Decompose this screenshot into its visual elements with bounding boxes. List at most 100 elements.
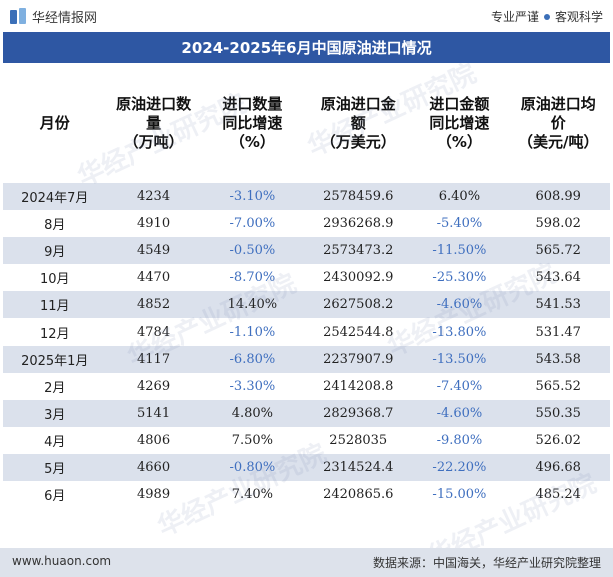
table-cell: 4月 <box>44 434 66 450</box>
column-header-3: 原油进口金 额 （万美元） <box>320 94 396 151</box>
brand-name: 华经情报网 <box>32 10 98 26</box>
table-row: 12月 4784 -1.10% 2542544.8 -13.80% 531.47 <box>3 318 610 346</box>
table-cell: 4.80% <box>231 405 274 421</box>
table-cell: -6.80% <box>229 351 276 367</box>
brand-logo: 华经情报网 <box>10 7 98 26</box>
column-header-2: 进口数量 同比增速 （%） <box>222 94 283 151</box>
table-cell: 4910 <box>137 216 171 232</box>
table-title: 2024-2025年6月中国原油进口情况 <box>3 32 610 63</box>
column-header-0: 月份 <box>39 113 70 132</box>
table-cell: 550.35 <box>535 405 581 421</box>
brand-logo-icon <box>10 7 27 25</box>
table-cell: 2237907.9 <box>323 351 394 367</box>
table-header: 月份 原油进口数 量 （万吨） 进口数量 同比增速 （%） 原油进口金 额 （万美元）… <box>3 63 610 183</box>
table-cell: 4269 <box>137 378 171 394</box>
table-cell: 2936268.9 <box>323 216 394 232</box>
table-cell: -9.80% <box>436 432 483 448</box>
table-cell: -15.00% <box>432 487 487 503</box>
brand-slogan: 专业严谨 客观科学 <box>491 8 603 25</box>
table-cell: 531.47 <box>535 324 581 340</box>
top-bar: 华经情报网 专业严谨 客观科学 <box>0 0 613 32</box>
table-cell: 485.24 <box>535 487 581 503</box>
table-row: 4月 4806 7.50% 2528035 -9.80% 526.02 <box>3 426 610 454</box>
table-cell: -3.10% <box>229 189 276 205</box>
table-cell: 496.68 <box>535 459 581 475</box>
table-cell: 4660 <box>137 459 171 475</box>
table-body: 2024年7月 4234 -3.10% 2578459.6 6.40% 608.99 8月 4… <box>3 183 610 509</box>
table-cell: 2528035 <box>329 432 388 448</box>
slogan-left: 专业严谨 <box>490 10 539 24</box>
table-cell: 9月 <box>44 245 66 261</box>
table-cell: 4117 <box>137 351 171 367</box>
table-cell: 6.40% <box>438 189 481 205</box>
table-cell: 3月 <box>44 407 66 423</box>
column-header-1: 原油进口数 量 （万吨） <box>116 94 192 151</box>
table-cell: -13.50% <box>432 351 487 367</box>
table-cell: -11.50% <box>432 243 487 259</box>
table-cell: 5月 <box>44 461 66 477</box>
table-cell: -22.20% <box>432 459 487 475</box>
table-cell: -4.60% <box>436 405 483 421</box>
table-cell: 4852 <box>137 297 171 313</box>
table-cell: 2542544.8 <box>323 324 394 340</box>
table-cell: 4470 <box>137 270 171 286</box>
table-cell: -7.40% <box>436 378 483 394</box>
table-cell: 4549 <box>137 243 171 259</box>
table-cell: 4234 <box>137 189 171 205</box>
footer-website[interactable]: www.huaon.com <box>12 554 112 568</box>
table-cell: 5141 <box>137 405 171 421</box>
table-cell: 2024年7月 <box>21 191 89 207</box>
table-cell: 12月 <box>39 326 70 342</box>
table-cell: -0.80% <box>229 459 276 475</box>
table-cell: 14.40% <box>227 297 278 313</box>
table-cell: 2578459.6 <box>323 189 394 205</box>
table-cell: 565.72 <box>535 243 581 259</box>
table-cell: -4.60% <box>436 297 483 313</box>
footer: www.huaon.com 数据来源：中国海关，华经产业研究院整理 <box>0 548 613 577</box>
table-cell: 11月 <box>39 299 70 315</box>
table-row: 2024年7月 4234 -3.10% 2578459.6 6.40% 608.99 <box>3 183 610 211</box>
table-cell: 6月 <box>44 489 66 505</box>
table-cell: -7.00% <box>229 216 276 232</box>
table-row: 2月 4269 -3.30% 2414208.8 -7.40% 565.52 <box>3 372 610 400</box>
table-row: 5月 4660 -0.80% 2314524.4 -22.20% 496.68 <box>3 453 610 482</box>
column-header-4: 进口金额 同比增速 （%） <box>429 94 490 151</box>
table-cell: 2430092.9 <box>323 270 394 286</box>
table-cell: 4989 <box>137 487 171 503</box>
table-cell: 2025年1月 <box>21 353 89 369</box>
slogan-dot-icon <box>543 13 550 20</box>
table-cell: 565.52 <box>535 378 581 394</box>
slogan-right: 客观科学 <box>554 10 603 24</box>
table-row: 2025年1月 4117 -6.80% 2237907.9 -13.50% 543.58 <box>3 345 610 373</box>
table-cell: 7.50% <box>231 432 274 448</box>
table-cell: -25.30% <box>432 270 487 286</box>
table-cell: 7.40% <box>231 487 274 503</box>
column-header-5: 原油进口均 价 （美元/吨） <box>517 94 599 151</box>
table-cell: -13.80% <box>432 324 487 340</box>
table-cell: 541.53 <box>535 297 581 313</box>
table-cell: 543.64 <box>535 270 581 286</box>
table-cell: -5.40% <box>436 216 483 232</box>
table-cell: 2573473.2 <box>323 243 394 259</box>
table-row: 10月 4470 -8.70% 2430092.9 -25.30% 543.64 <box>3 264 610 292</box>
table-cell: -1.10% <box>229 324 276 340</box>
table-row: 8月 4910 -7.00% 2936268.9 -5.40% 598.02 <box>3 210 610 238</box>
table-cell: 2月 <box>44 380 66 396</box>
table-cell: 2420865.6 <box>323 487 394 503</box>
footer-source: 数据来源：中国海关，华经产业研究院整理 <box>372 556 601 570</box>
table-cell: -3.30% <box>229 378 276 394</box>
table-cell: 598.02 <box>535 216 581 232</box>
table-cell: -8.70% <box>229 270 276 286</box>
table-cell: 608.99 <box>535 189 581 205</box>
table-row: 9月 4549 -0.50% 2573473.2 -11.50% 565.72 <box>3 237 610 265</box>
table-cell: 2829368.7 <box>323 405 394 421</box>
table-cell: 2414208.8 <box>323 378 394 394</box>
table-cell: -0.50% <box>229 243 276 259</box>
table-cell: 2314524.4 <box>323 459 394 475</box>
table-cell: 543.58 <box>535 351 581 367</box>
table-row: 3月 5141 4.80% 2829368.7 -4.60% 550.35 <box>3 399 610 427</box>
table-cell: 2627508.2 <box>323 297 394 313</box>
table-cell: 4784 <box>137 324 171 340</box>
table-cell: 10月 <box>39 272 70 288</box>
table-row: 6月 4989 7.40% 2420865.6 -15.00% 485.24 <box>3 481 610 509</box>
